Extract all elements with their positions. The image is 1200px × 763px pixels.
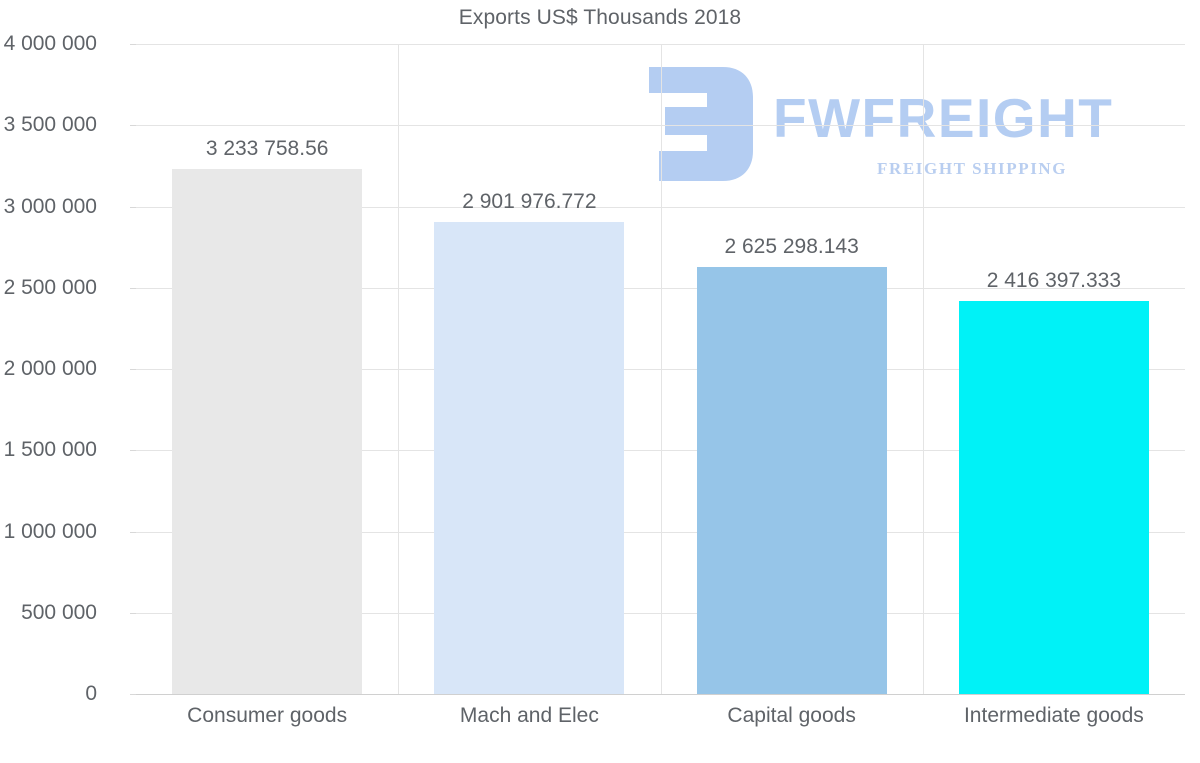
bar[interactable] xyxy=(696,267,887,694)
y-tick-label: 2 000 000 xyxy=(3,357,97,380)
y-tick-mark xyxy=(130,287,136,289)
bar[interactable] xyxy=(172,168,363,694)
category-separator xyxy=(923,44,924,694)
x-tick-label: Capital goods xyxy=(727,704,856,727)
y-tick-mark xyxy=(130,612,136,614)
gridline xyxy=(136,531,1185,533)
y-tick-mark xyxy=(130,125,136,127)
gridline xyxy=(136,369,1185,370)
category-separator xyxy=(661,44,662,694)
x-tick-label: Intermediate goods xyxy=(963,704,1144,727)
category-separator xyxy=(398,44,399,694)
y-tick-label: 0 xyxy=(85,682,97,705)
y-tick-label: 3 500 000 xyxy=(3,113,97,137)
y-tick-mark xyxy=(130,531,136,533)
x-axis-line xyxy=(136,694,1185,695)
y-tick-label: 1 500 000 xyxy=(3,438,97,462)
gridline xyxy=(136,206,1185,208)
y-tick-label: 3 000 000 xyxy=(3,194,97,218)
bar-value-label: 2 416 397.333 xyxy=(986,269,1122,293)
y-tick-label: 1 000 000 xyxy=(3,519,97,543)
y-tick-mark xyxy=(130,450,136,452)
y-tick-label: 500 000 xyxy=(21,600,97,624)
chart-title: Exports US$ Thousands 2018 xyxy=(458,6,742,29)
bar-value-label: 2 901 976.772 xyxy=(462,190,597,214)
y-tick-mark xyxy=(130,694,136,695)
gridline xyxy=(136,612,1185,614)
bar[interactable] xyxy=(958,301,1149,694)
x-tick-label: Mach and Elec xyxy=(459,704,599,727)
y-tick-mark xyxy=(130,44,136,45)
bar-value-label: 2 625 298.143 xyxy=(724,235,859,259)
y-tick-mark xyxy=(130,369,136,370)
y-tick-label: 4 000 000 xyxy=(3,32,97,55)
x-tick-label: Consumer goods xyxy=(187,704,348,727)
y-tick-mark xyxy=(130,206,136,208)
bar-value-label: 3 233 758.56 xyxy=(205,136,329,160)
gridline xyxy=(136,450,1185,452)
plot-area: 0 500 000 1 000 000 1 500 000 2 000 000 2 500… xyxy=(4,32,1185,727)
bar[interactable] xyxy=(434,222,625,694)
gridline xyxy=(136,287,1185,289)
gridline xyxy=(136,125,1185,127)
gridline xyxy=(136,44,1185,45)
y-tick-label: 2 500 000 xyxy=(3,275,97,299)
